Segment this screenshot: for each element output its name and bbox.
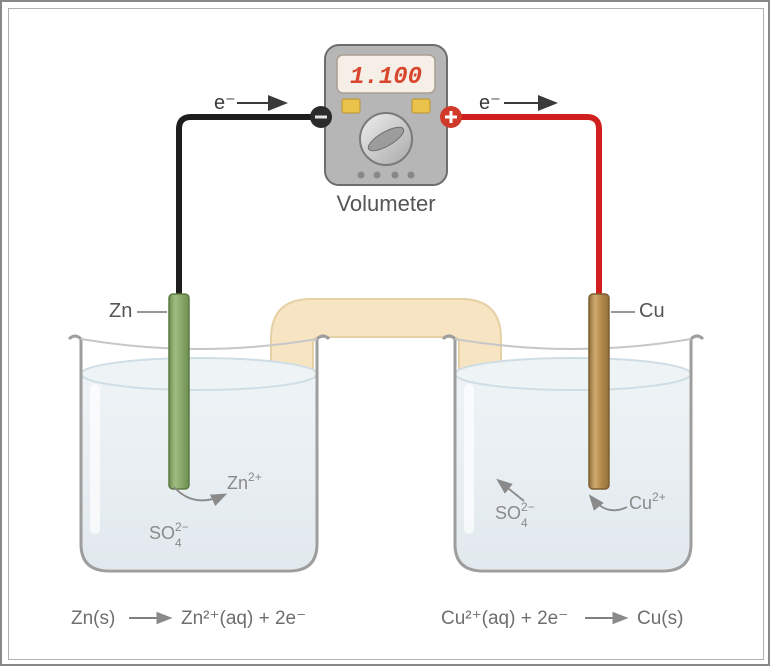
diagram-inner: e⁻ e⁻ 1.100 (8, 8, 764, 660)
electron-flow-right: e⁻ (479, 92, 554, 114)
right-equation: Cu²⁺(aq) + 2e⁻ Cu(s) (441, 608, 683, 629)
cu-electrode (589, 294, 609, 489)
svg-text:Cu(s): Cu(s) (637, 608, 683, 629)
svg-text:Zn(s): Zn(s) (71, 608, 115, 629)
galvanic-cell-diagram: e⁻ e⁻ 1.100 (9, 9, 763, 657)
zn-label: Zn (109, 300, 167, 322)
left-beaker (69, 336, 329, 571)
voltmeter: 1.100 Volumeter (310, 45, 462, 216)
right-beaker (443, 336, 703, 571)
svg-text:Zn²⁺(aq) + 2e⁻: Zn²⁺(aq) + 2e⁻ (181, 608, 306, 629)
cu-label: Cu (611, 300, 665, 322)
electron-flow-left: e⁻ (214, 92, 284, 114)
wire-right (451, 117, 599, 294)
voltmeter-reading: 1.100 (350, 64, 422, 91)
electron-label-right: e⁻ (479, 92, 501, 114)
svg-text:Cu: Cu (639, 300, 665, 322)
wire-left (179, 117, 321, 294)
electron-label-left: e⁻ (214, 92, 236, 114)
diagram-frame: e⁻ e⁻ 1.100 (0, 0, 770, 666)
zn-electrode (169, 294, 189, 489)
svg-text:4: 4 (175, 536, 182, 550)
svg-text:Zn: Zn (109, 300, 132, 322)
svg-text:Cu²⁺(aq) + 2e⁻: Cu²⁺(aq) + 2e⁻ (441, 608, 568, 629)
left-equation: Zn(s) Zn²⁺(aq) + 2e⁻ (71, 608, 306, 629)
svg-text:4: 4 (521, 516, 528, 530)
voltmeter-label: Volumeter (336, 191, 435, 216)
